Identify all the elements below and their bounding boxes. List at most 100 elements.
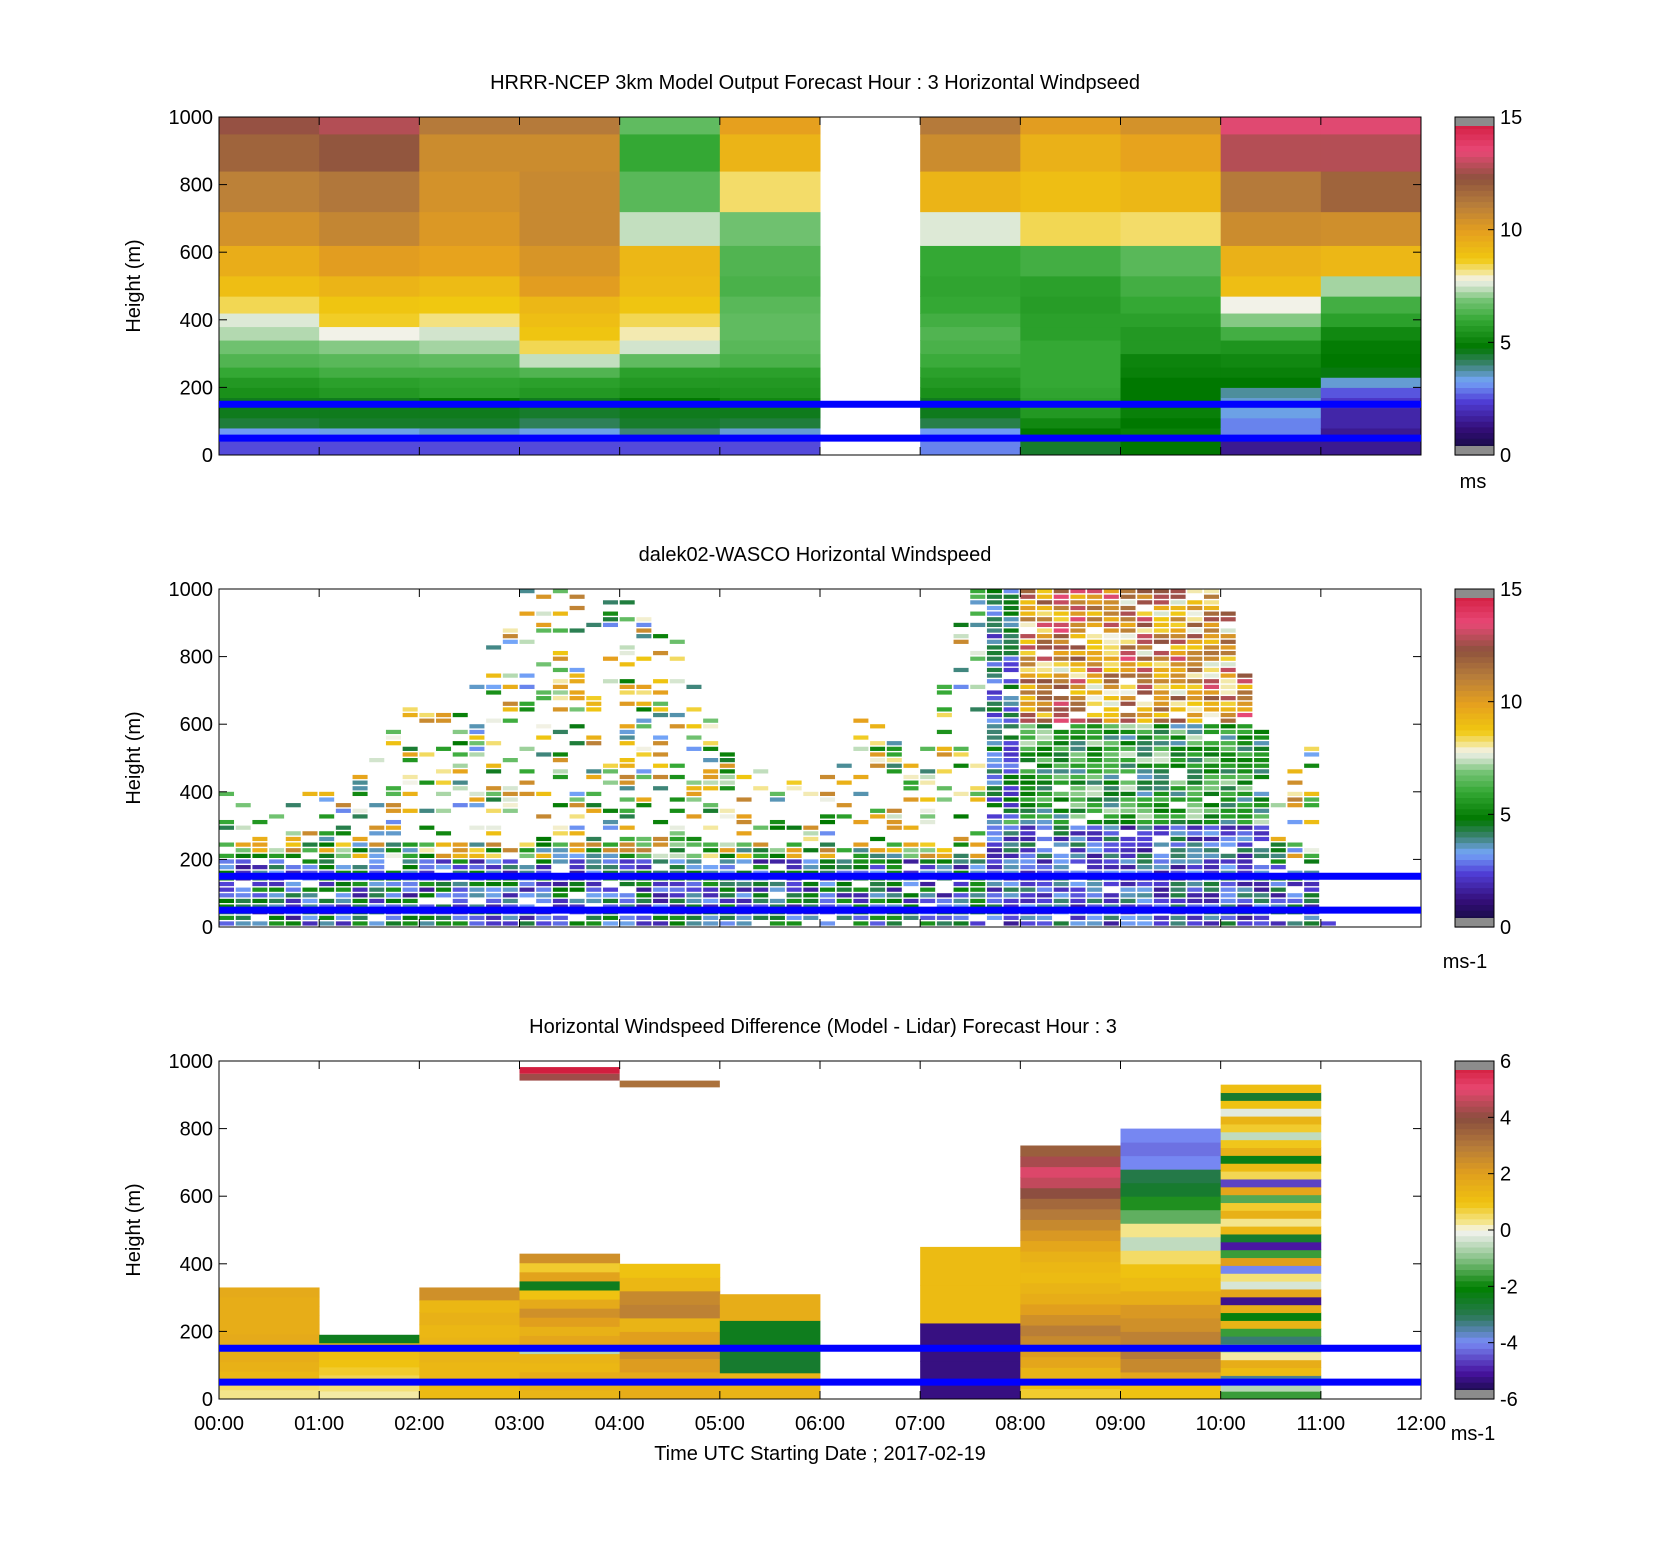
difference-cell bbox=[1220, 1186, 1322, 1196]
lidar-cell bbox=[1037, 921, 1053, 926]
lidar-cell bbox=[936, 859, 952, 864]
lidar-cell bbox=[602, 819, 618, 825]
lidar-cell bbox=[486, 859, 502, 864]
lidar-cell bbox=[1070, 758, 1086, 763]
colorbar-over bbox=[1455, 1061, 1494, 1070]
lidar-cell bbox=[903, 780, 919, 785]
lidar-cell bbox=[1037, 707, 1053, 712]
difference-cell bbox=[1220, 1123, 1322, 1133]
lidar-cell bbox=[636, 836, 652, 842]
difference-cell bbox=[519, 1073, 620, 1081]
colorbar-tick-label: 10 bbox=[1500, 220, 1522, 242]
lidar-cell bbox=[1020, 667, 1036, 673]
model-cell bbox=[920, 417, 1021, 429]
lidar-cell bbox=[1203, 893, 1219, 898]
lidar-cell bbox=[252, 904, 268, 909]
lidar-cell bbox=[1037, 803, 1053, 808]
lidar-cell bbox=[1053, 881, 1069, 887]
lidar-cell bbox=[1003, 898, 1019, 904]
model-cell bbox=[1220, 377, 1322, 388]
lidar-cell bbox=[1120, 600, 1136, 605]
lidar-cell bbox=[1037, 712, 1053, 718]
y-tick-label: 200 bbox=[180, 1321, 213, 1343]
difference-cell bbox=[619, 1290, 721, 1305]
lidar-cell bbox=[1053, 656, 1069, 661]
lidar-cell bbox=[1070, 842, 1086, 847]
lidar-cell bbox=[369, 893, 385, 898]
colorbar-swatch bbox=[1455, 842, 1494, 849]
lidar-cell bbox=[469, 853, 485, 858]
lidar-cell bbox=[519, 707, 535, 712]
lidar-cell bbox=[986, 628, 1002, 633]
difference-cell bbox=[1220, 1210, 1322, 1219]
lidar-cell bbox=[536, 696, 552, 701]
lidar-cell bbox=[1037, 645, 1053, 650]
lidar-cell bbox=[1153, 746, 1169, 751]
lidar-cell bbox=[970, 594, 986, 599]
lidar-cell bbox=[369, 870, 385, 875]
colorbar-swatch bbox=[1455, 1359, 1494, 1366]
lidar-cell bbox=[469, 904, 485, 909]
colorbar-swatch bbox=[1455, 876, 1494, 883]
difference-cell bbox=[519, 1067, 620, 1074]
lidar-cell bbox=[803, 915, 819, 920]
lidar-cell bbox=[786, 887, 802, 892]
colorbar-swatch bbox=[1455, 887, 1494, 894]
lidar-cell bbox=[419, 848, 435, 853]
lidar-cell bbox=[1220, 639, 1236, 644]
colorbar-swatch bbox=[1455, 893, 1494, 900]
lidar-cell bbox=[419, 825, 435, 830]
lidar-cell bbox=[1187, 724, 1203, 729]
model-cell bbox=[1120, 133, 1222, 172]
lidar-cell bbox=[1053, 831, 1069, 836]
lidar-cell bbox=[1254, 797, 1270, 802]
colorbar-swatch bbox=[1455, 763, 1494, 770]
lidar-cell bbox=[1020, 662, 1036, 667]
lidar-cell bbox=[653, 701, 669, 706]
lidar-cell bbox=[1120, 836, 1136, 842]
lidar-cell bbox=[870, 836, 886, 842]
lidar-cell bbox=[519, 780, 535, 785]
colorbar-swatch bbox=[1455, 1201, 1494, 1209]
lidar-cell bbox=[452, 881, 468, 887]
lidar-cell bbox=[335, 915, 351, 920]
lidar-cell bbox=[1237, 865, 1253, 870]
lidar-cell bbox=[1070, 870, 1086, 875]
lidar-cell bbox=[569, 904, 585, 909]
lidar-cell bbox=[219, 898, 235, 904]
lidar-cell bbox=[636, 718, 652, 723]
lidar-cell bbox=[1120, 684, 1136, 689]
model-cell bbox=[419, 171, 520, 213]
lidar-cell bbox=[1220, 853, 1236, 858]
lidar-cell bbox=[920, 921, 936, 926]
lidar-cell bbox=[1137, 848, 1153, 853]
lidar-cell bbox=[385, 729, 401, 735]
lidar-cell bbox=[1304, 881, 1320, 887]
lidar-cell bbox=[602, 622, 618, 628]
lidar-cell bbox=[1070, 898, 1086, 904]
lidar-cell bbox=[1137, 690, 1153, 695]
lidar-cell bbox=[703, 887, 719, 892]
difference-cell bbox=[1220, 1383, 1322, 1392]
lidar-cell bbox=[519, 870, 535, 875]
lidar-cell bbox=[486, 898, 502, 904]
lidar-cell bbox=[552, 667, 568, 673]
lidar-cell bbox=[653, 690, 669, 695]
difference-cell bbox=[1220, 1304, 1322, 1314]
lidar-cell bbox=[1087, 667, 1103, 673]
lidar-cell bbox=[1187, 898, 1203, 904]
colorbar-swatch bbox=[1455, 1353, 1494, 1361]
lidar-cell bbox=[302, 831, 318, 836]
lidar-cell bbox=[619, 808, 635, 813]
colorbar-unit: ms-1 bbox=[1443, 951, 1487, 973]
lidar-cell bbox=[1153, 780, 1169, 785]
lidar-cell bbox=[285, 836, 301, 842]
lidar-cell bbox=[1153, 696, 1169, 701]
lidar-cell bbox=[469, 870, 485, 875]
lidar-cell bbox=[653, 859, 669, 864]
lidar-cell bbox=[436, 780, 452, 785]
lidar-cell bbox=[1003, 696, 1019, 701]
lidar-cell bbox=[1287, 791, 1303, 797]
lidar-cell bbox=[970, 865, 986, 870]
lidar-cell bbox=[920, 893, 936, 898]
